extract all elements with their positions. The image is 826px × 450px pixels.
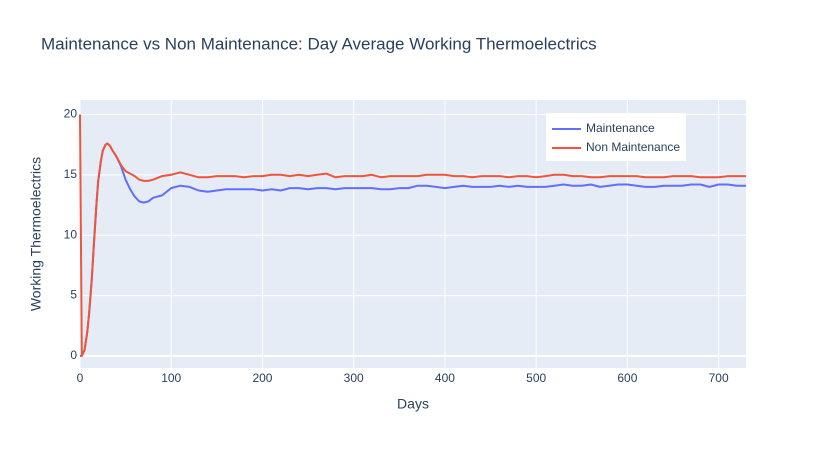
legend-label: Maintenance xyxy=(586,121,655,135)
y-axis-label: Working Thermoelectrics xyxy=(28,157,44,311)
series-line xyxy=(79,114,746,357)
y-tick-label: 5 xyxy=(70,288,77,302)
x-tick-label: 600 xyxy=(617,371,637,385)
chart-title: Maintenance vs Non Maintenance: Day Aver… xyxy=(41,34,597,53)
legend-label: Non Maintenance xyxy=(586,140,680,154)
legend-box xyxy=(546,113,686,161)
y-tick-label: 0 xyxy=(70,348,77,362)
x-tick-label: 500 xyxy=(526,371,546,385)
x-tick-label: 100 xyxy=(161,371,181,385)
x-tick-label: 0 xyxy=(77,371,84,385)
x-tick-label: 300 xyxy=(344,371,364,385)
x-tick-label: 700 xyxy=(709,371,729,385)
y-tick-label: 10 xyxy=(64,227,78,241)
x-tick-label: 200 xyxy=(252,371,272,385)
x-tick-label: 400 xyxy=(435,371,455,385)
y-tick-label: 20 xyxy=(64,107,78,121)
x-axis-label: Days xyxy=(397,396,429,412)
y-tick-label: 15 xyxy=(64,167,78,181)
